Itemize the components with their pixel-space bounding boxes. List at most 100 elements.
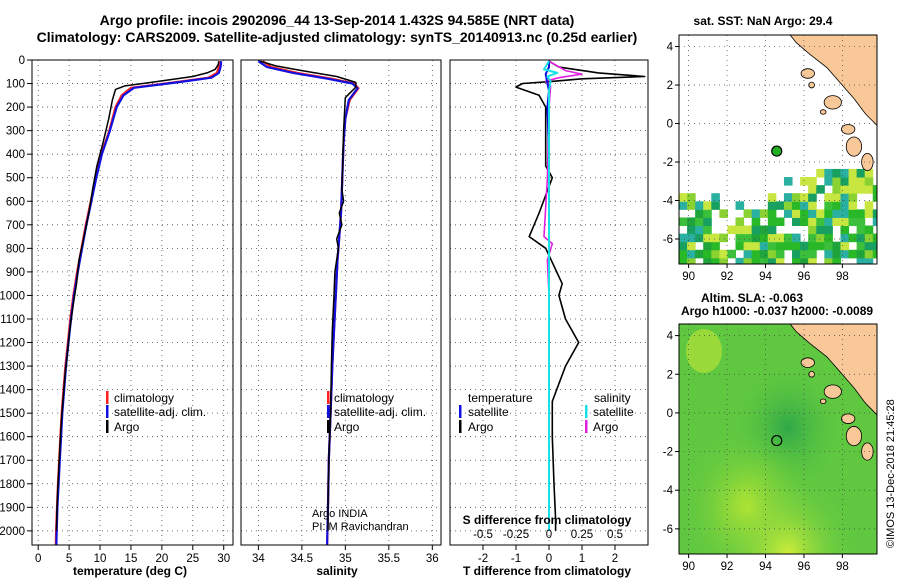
x-tick-label: 35.5 xyxy=(378,553,400,565)
y-tick-label: 0 xyxy=(667,408,673,420)
y-tick-label: 1900 xyxy=(0,502,25,514)
sst-pixel xyxy=(743,249,753,259)
sst-pixel xyxy=(840,217,850,227)
sst-pixel xyxy=(848,168,858,178)
s-tick-label: -0.5 xyxy=(473,529,493,541)
island xyxy=(800,68,815,79)
sst-pixel xyxy=(800,257,809,264)
series-argo xyxy=(259,60,357,531)
sst-pixel xyxy=(687,249,696,259)
sst-pixel xyxy=(864,177,874,186)
sst-pixel xyxy=(727,225,737,235)
sst-pixel xyxy=(856,225,866,235)
sst-pixel xyxy=(864,185,874,194)
legend-label-t-satellite: satellite xyxy=(468,405,509,419)
sst-pixel xyxy=(808,249,817,259)
plot-frame xyxy=(240,59,442,546)
legend-label-s-satellite: satellite xyxy=(593,405,634,419)
sst-pixel xyxy=(711,257,720,264)
sst-pixel xyxy=(864,233,874,243)
sst-pixel xyxy=(824,209,833,218)
sst-pixel xyxy=(735,241,745,251)
island xyxy=(861,442,874,461)
sst-pixel xyxy=(687,233,696,243)
y-tick-label: 600 xyxy=(6,196,25,208)
salinity-panel: 34 34.5 35 35.5 36 xyxy=(240,59,442,565)
legend-swatch-satellite xyxy=(327,405,330,418)
sst-pixel xyxy=(735,225,745,235)
y-tick-label: 4 xyxy=(667,331,674,343)
sst-pixel xyxy=(856,168,866,178)
sst-pixel xyxy=(856,241,866,251)
x-tick-label: 92 xyxy=(721,271,734,283)
sst-pixel xyxy=(872,233,877,243)
x-tick-label: 0 xyxy=(546,553,552,565)
sst-pixel xyxy=(808,185,817,194)
sst-pixel xyxy=(703,209,712,218)
legend-label-argo: Argo xyxy=(334,420,360,434)
sst-pixel xyxy=(808,193,817,202)
sst-pixel xyxy=(783,209,793,218)
sst-pixel xyxy=(848,233,858,243)
y-tick-label: 800 xyxy=(6,243,25,255)
legend-heading-salinity: salinity xyxy=(594,391,631,405)
plot-background xyxy=(32,60,233,545)
sst-pixel xyxy=(872,241,877,251)
y-tick-label: 500 xyxy=(6,173,25,185)
sst-pixel xyxy=(743,257,753,264)
x-tick-label: 34 xyxy=(252,553,265,565)
sst-pixel xyxy=(711,233,720,243)
sumatra-land xyxy=(789,324,877,416)
sst-pixel xyxy=(808,209,817,218)
sst-pixel xyxy=(743,225,753,235)
sst-pixel xyxy=(824,225,833,235)
legend-swatch-satellite xyxy=(106,405,109,418)
legend-heading-temperature: temperature xyxy=(468,391,533,405)
sst-pixel xyxy=(832,177,841,186)
sst-pixel xyxy=(767,209,777,218)
sst-pixel xyxy=(864,241,874,251)
legend-label-climatology: climatology xyxy=(334,391,394,405)
sst-pixel xyxy=(719,257,728,264)
sst-pixel xyxy=(783,177,793,186)
credit-line-1: Argo INDIA xyxy=(312,508,368,520)
sst-pixel xyxy=(808,233,817,243)
sst-pixel xyxy=(800,249,809,259)
sst-pixel xyxy=(775,233,785,243)
sst-pixel xyxy=(824,177,833,186)
sst-pixel xyxy=(824,257,833,264)
sst-pixel xyxy=(824,217,833,227)
sst-pixel xyxy=(824,233,833,243)
sst-pixel xyxy=(719,249,728,259)
island xyxy=(823,95,842,110)
sst-pixel xyxy=(735,201,745,210)
sst-pixel xyxy=(679,193,688,202)
legend-swatch-climatology xyxy=(106,391,109,404)
sst-pixel xyxy=(864,209,874,218)
sst-pixel xyxy=(703,217,712,227)
sst-pixel xyxy=(767,225,777,235)
sst-pixel xyxy=(767,193,777,202)
x-tick-label: 5 xyxy=(66,553,72,565)
sst-pixel xyxy=(775,217,785,227)
sst-pixel xyxy=(808,201,817,210)
sst-pixel xyxy=(783,241,793,251)
sst-pixel xyxy=(832,249,841,259)
y-tick-label: 2 xyxy=(667,80,673,92)
legend-swatch-argo xyxy=(106,420,109,433)
island xyxy=(845,136,863,157)
sst-pixel xyxy=(703,201,712,210)
sst-pixel xyxy=(767,241,777,251)
sst-pixel xyxy=(840,193,850,202)
legend-label-climatology: climatology xyxy=(114,391,174,405)
sst-pixel xyxy=(719,233,728,243)
sst-pixel xyxy=(824,241,833,251)
s-tick-label: 0 xyxy=(546,529,552,541)
sst-pixel xyxy=(695,225,704,235)
sst-pixel xyxy=(824,193,833,202)
sst-pixel xyxy=(735,257,745,264)
sst-pixel xyxy=(783,233,793,243)
sst-pixel xyxy=(872,185,877,194)
y-tick-label: 2 xyxy=(667,369,673,381)
legend-swatch-s-satellite xyxy=(585,405,588,418)
